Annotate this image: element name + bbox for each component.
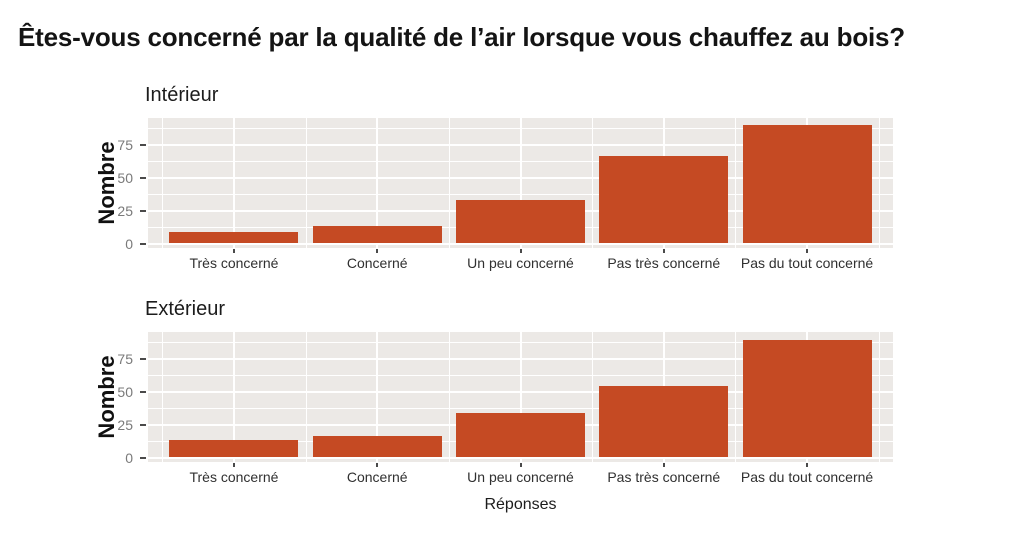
major-gridline-vertical bbox=[232, 332, 235, 462]
y-tick-label: 0 bbox=[125, 235, 133, 252]
x-tick-label: Concerné bbox=[346, 469, 408, 485]
x-tick-mark bbox=[376, 249, 379, 253]
x-tick-label: Pas très concerné bbox=[607, 469, 721, 485]
chart-title: Êtes-vous concerné par la qualité de l’a… bbox=[18, 22, 905, 52]
bar-extérieur-4 bbox=[742, 340, 872, 458]
major-gridline-vertical bbox=[232, 118, 235, 248]
y-tick-label: 25 bbox=[117, 202, 133, 219]
y-tick-mark bbox=[140, 209, 146, 212]
bar-extérieur-2 bbox=[456, 412, 585, 458]
facet-title-interieur: Intérieur bbox=[145, 84, 219, 106]
y-tick-label: 50 bbox=[117, 383, 133, 400]
bar-intérieur-3 bbox=[599, 156, 729, 244]
bar-intérieur-1 bbox=[312, 226, 442, 244]
minor-gridline-vertical bbox=[305, 332, 307, 462]
x-tick-mark bbox=[376, 463, 379, 467]
x-tick-mark bbox=[232, 249, 235, 253]
x-tick-label: Très concerné bbox=[189, 469, 279, 485]
y-tick-label: 0 bbox=[125, 449, 133, 466]
bar-extérieur-0 bbox=[169, 440, 299, 458]
plot-panel-exterieur bbox=[148, 332, 893, 462]
y-tick-mark bbox=[140, 390, 146, 393]
x-tick-label: Très concerné bbox=[189, 255, 279, 271]
x-tick-mark bbox=[519, 249, 522, 253]
major-gridline-vertical bbox=[519, 332, 522, 462]
bar-intérieur-0 bbox=[169, 231, 299, 244]
bar-intérieur-4 bbox=[742, 124, 872, 244]
y-tick-label: 25 bbox=[117, 416, 133, 433]
x-tick-label: Pas très concerné bbox=[607, 255, 721, 271]
y-tick-mark bbox=[140, 357, 146, 360]
y-tick-mark bbox=[140, 143, 146, 146]
minor-gridline-vertical bbox=[162, 332, 164, 462]
facet-title-exterieur: Extérieur bbox=[145, 298, 226, 320]
x-tick-label: Un peu concerné bbox=[467, 255, 574, 271]
y-tick-mark bbox=[140, 242, 146, 245]
bar-intérieur-2 bbox=[456, 199, 585, 244]
minor-gridline-vertical bbox=[735, 118, 737, 248]
y-tick-label: 50 bbox=[117, 169, 133, 186]
x-tick-mark bbox=[232, 463, 235, 467]
y-tick-mark bbox=[140, 176, 146, 179]
x-tick-label: Un peu concerné bbox=[467, 469, 574, 485]
x-tick-label: Concerné bbox=[346, 255, 408, 271]
y-tick-mark bbox=[140, 456, 146, 459]
bar-extérieur-1 bbox=[312, 436, 442, 458]
minor-gridline-vertical bbox=[592, 118, 594, 248]
major-gridline-vertical bbox=[376, 332, 379, 462]
minor-gridline-vertical bbox=[878, 332, 880, 462]
minor-gridline-vertical bbox=[735, 332, 737, 462]
minor-gridline-vertical bbox=[448, 118, 450, 248]
minor-gridline-vertical bbox=[162, 118, 164, 248]
minor-gridline-vertical bbox=[448, 332, 450, 462]
x-tick-mark bbox=[662, 249, 665, 253]
major-gridline-vertical bbox=[376, 118, 379, 248]
minor-gridline-vertical bbox=[305, 118, 307, 248]
x-tick-mark bbox=[806, 463, 809, 467]
y-tick-mark bbox=[140, 423, 146, 426]
plot-panel-interieur bbox=[148, 118, 893, 248]
x-tick-label: Pas du tout concerné bbox=[740, 469, 874, 485]
x-tick-mark bbox=[662, 463, 665, 467]
x-axis-title: Réponses bbox=[484, 496, 557, 513]
x-tick-mark bbox=[519, 463, 522, 467]
minor-gridline-vertical bbox=[592, 332, 594, 462]
x-tick-mark bbox=[806, 249, 809, 253]
y-tick-label: 75 bbox=[117, 350, 133, 367]
major-gridline-vertical bbox=[519, 118, 522, 248]
x-tick-label: Pas du tout concerné bbox=[740, 255, 874, 271]
bar-extérieur-3 bbox=[599, 386, 729, 458]
minor-gridline-vertical bbox=[878, 118, 880, 248]
y-tick-label: 75 bbox=[117, 136, 133, 153]
